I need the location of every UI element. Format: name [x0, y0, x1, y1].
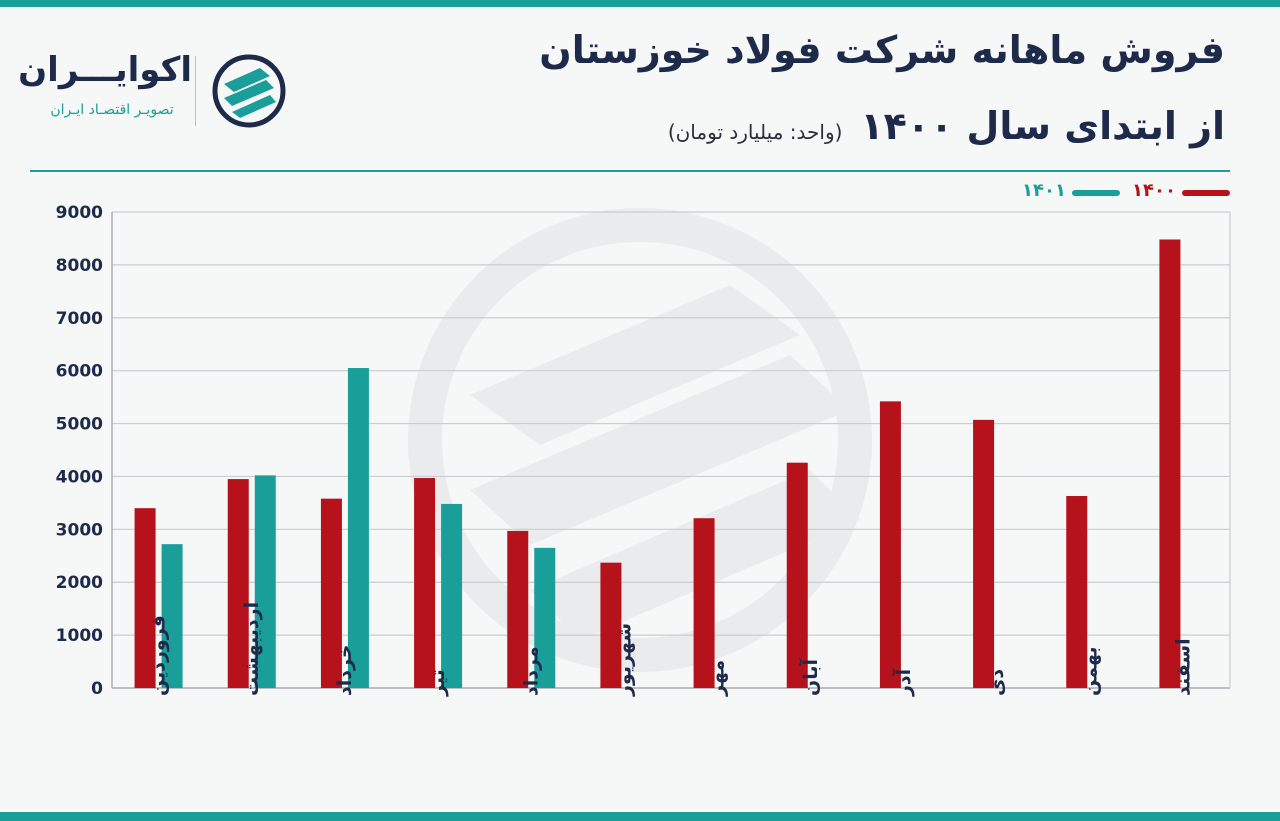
x-tick-label: خرداد	[334, 644, 356, 696]
y-tick-label: 9000	[56, 203, 103, 223]
y-tick-label: 7000	[56, 309, 103, 329]
bar-۱۴۰۰-فروردین	[134, 508, 156, 688]
ecoiran-logo-icon	[212, 54, 286, 128]
bottom-accent-bar	[0, 812, 1280, 821]
bar-۱۴۰۱-خرداد	[347, 368, 369, 688]
bar-۱۴۰۰-دی	[973, 419, 995, 688]
x-axis: فروردین اردیبهشت خرداد تیر مرداد شهریور مهر آبا…	[148, 602, 1195, 697]
y-tick-label: 0	[91, 679, 103, 699]
x-tick-label: فروردین	[148, 615, 170, 696]
legend-item-1400: ۱۴۰۰	[1130, 180, 1230, 204]
y-tick-label: 5000	[56, 415, 103, 435]
bar-۱۴۰۰-مهر	[693, 518, 715, 688]
legend-label-1401: ۱۴۰۱	[1022, 180, 1066, 201]
x-tick-label: مرداد	[520, 646, 542, 696]
bar-۱۴۰۰-تیر	[414, 478, 436, 688]
bars	[134, 239, 1181, 688]
bar-۱۴۰۱-فروردین	[161, 544, 183, 688]
x-tick-label: اسفند	[1172, 638, 1194, 696]
legend-label-1400: ۱۴۰۰	[1132, 180, 1176, 201]
bar-۱۴۰۱-تیر	[441, 503, 463, 688]
bar-۱۴۰۰-اردیبهشت	[227, 479, 249, 688]
bar-۱۴۰۰-اسفند	[1159, 239, 1181, 688]
grid	[111, 211, 1231, 689]
x-tick-label: دی	[986, 669, 1008, 696]
y-axis: 0 1000 2000 3000 4000 5000 6000 7000 8000 9000	[56, 203, 103, 699]
legend-item-1401: ۱۴۰۱	[1020, 180, 1120, 204]
top-accent-bar	[0, 0, 1280, 7]
bar-۱۴۰۰-شهریور	[600, 562, 622, 688]
y-tick-label: 8000	[56, 256, 103, 276]
logo-divider	[195, 56, 196, 126]
legend-swatch-1400	[1182, 190, 1230, 196]
x-tick-label: اردیبهشت	[241, 602, 263, 696]
x-tick-label: آبان	[798, 659, 822, 696]
y-tick-label: 6000	[56, 362, 103, 382]
bar-۱۴۰۰-آبان	[786, 462, 808, 688]
bar-۱۴۰۱-اردیبهشت	[254, 475, 276, 688]
subtitle-line: از ابتدای سال ۱۴۰۰ (واحد: میلیارد تومان)	[668, 104, 1225, 148]
x-tick-label: آذر	[891, 668, 915, 697]
y-tick-label: 1000	[56, 626, 103, 646]
x-tick-label: مهر	[707, 660, 729, 697]
legend-swatch-1401	[1072, 190, 1120, 196]
bar-۱۴۰۰-خرداد	[320, 498, 342, 688]
logo[interactable]: اکوایـــران تصویـر اقتصـاد ایـران	[18, 48, 292, 138]
header-divider	[30, 170, 1230, 172]
logo-name: اکوایـــران	[18, 50, 192, 90]
y-tick-label: 3000	[56, 520, 103, 540]
bar-۱۴۰۱-مرداد	[534, 547, 556, 688]
x-tick-label: شهریور	[613, 623, 635, 697]
logo-tagline: تصویـر اقتصـاد ایـران	[50, 102, 174, 118]
y-tick-label: 4000	[56, 467, 103, 487]
x-tick-label: بهمن	[1079, 646, 1101, 696]
bar-۱۴۰۰-بهمن	[1066, 496, 1088, 688]
x-tick-label: تیر	[427, 669, 449, 697]
chart-subtitle: از ابتدای سال ۱۴۰۰	[860, 104, 1225, 148]
bar-۱۴۰۰-مرداد	[507, 530, 529, 688]
y-tick-label: 2000	[56, 573, 103, 593]
unit-note: (واحد: میلیارد تومان)	[667, 120, 843, 144]
bar-۱۴۰۰-آذر	[879, 401, 901, 688]
chart-title: فروش ماهانه شرکت فولاد خوزستان	[539, 28, 1225, 72]
